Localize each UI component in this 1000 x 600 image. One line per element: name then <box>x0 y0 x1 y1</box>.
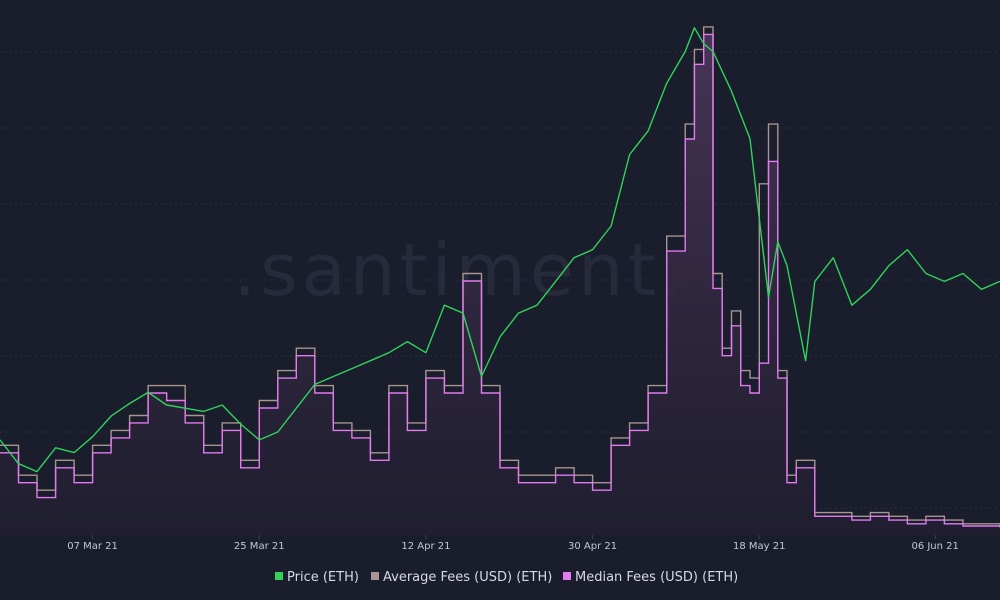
series-layer <box>0 26 1000 536</box>
legend-label: Median Fees (USD) (ETH) <box>575 570 738 585</box>
legend-item[interactable]: Average Fees (USD) (ETH) <box>371 570 552 585</box>
x-tick-label: 30 Apr 21 <box>568 541 617 552</box>
x-tick-label: 25 Mar 21 <box>234 541 285 552</box>
legend-swatch <box>371 572 379 580</box>
average-fees-line <box>0 26 1000 526</box>
median-fees-area <box>0 34 1000 536</box>
median-fees-line <box>0 33 1000 528</box>
legend-label: Price (ETH) <box>287 570 359 585</box>
price-line <box>0 27 1000 473</box>
legend-item[interactable]: Price (ETH) <box>275 570 359 585</box>
x-tick-label: 07 Mar 21 <box>67 541 118 552</box>
santiment-watermark: .santiment. <box>233 228 687 312</box>
x-tick-label: 12 Apr 21 <box>401 541 450 552</box>
x-tick-label: 18 May 21 <box>733 541 785 552</box>
legend-swatch <box>563 572 571 580</box>
legend-label: Average Fees (USD) (ETH) <box>383 570 552 585</box>
x-axis-ticks: 07 Mar 21 25 Mar 21 12 Apr 21 30 Apr 21 18 M… <box>67 535 959 552</box>
legend-swatch <box>275 572 283 580</box>
legend-item[interactable]: Median Fees (USD) (ETH) <box>563 570 738 585</box>
x-tick-label: 06 Jun 21 <box>911 541 958 552</box>
legend: Price (ETH) Average Fees (USD) (ETH) Media… <box>275 570 738 585</box>
